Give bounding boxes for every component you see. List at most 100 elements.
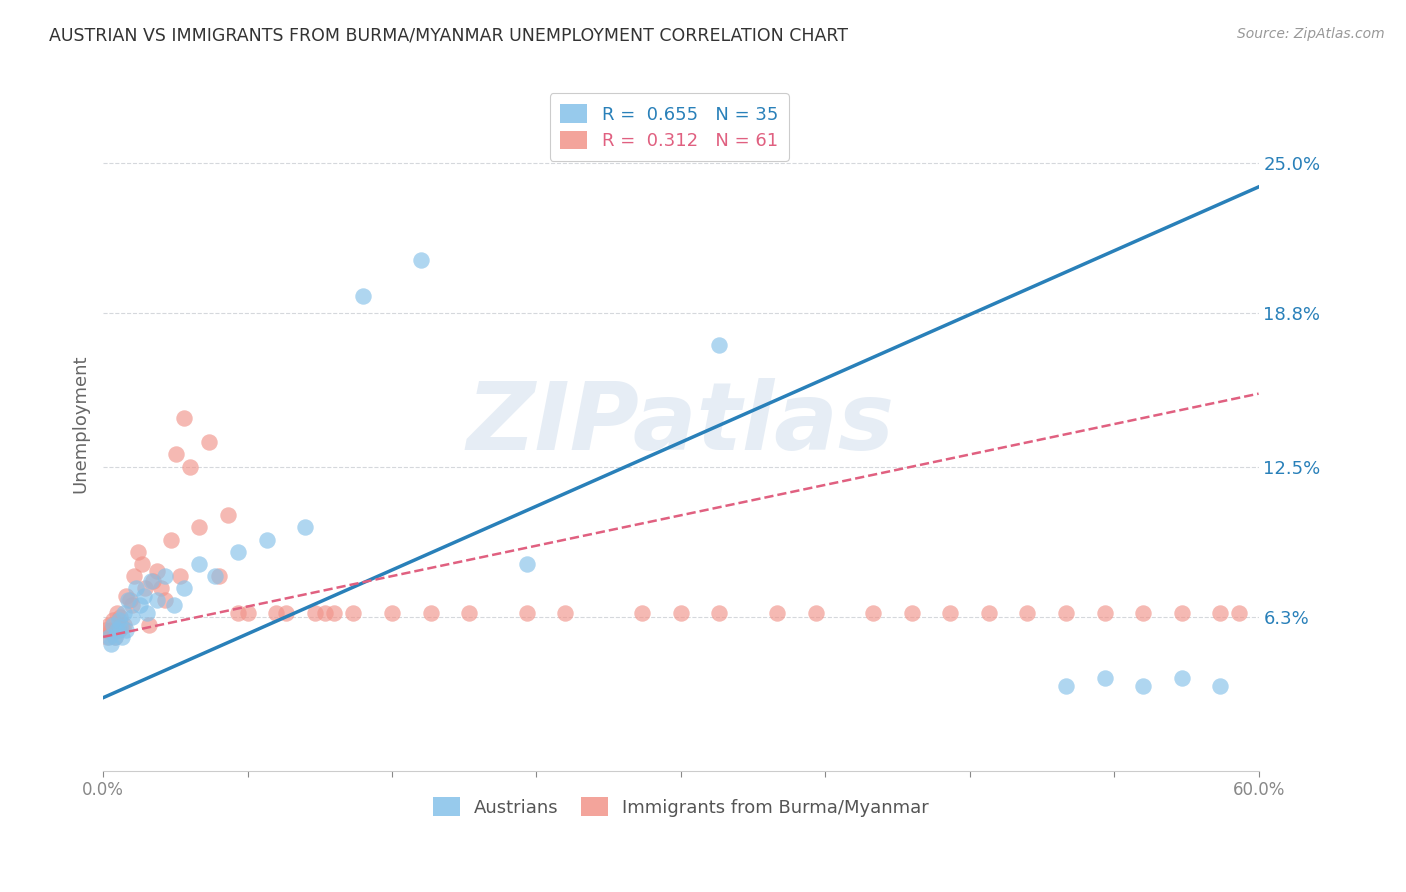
Point bbox=[107, 613, 129, 627]
Legend: Austrians, Immigrants from Burma/Myanmar: Austrians, Immigrants from Burma/Myanmar bbox=[426, 790, 936, 824]
Point bbox=[153, 569, 176, 583]
Point bbox=[117, 593, 139, 607]
Point bbox=[381, 606, 404, 620]
Point bbox=[112, 606, 135, 620]
Point bbox=[419, 606, 441, 620]
Point bbox=[323, 606, 346, 620]
Point bbox=[111, 620, 134, 634]
Point bbox=[766, 606, 789, 620]
Point bbox=[1017, 606, 1039, 620]
Point bbox=[409, 252, 432, 267]
Point bbox=[97, 630, 120, 644]
Point bbox=[226, 606, 249, 620]
Point bbox=[304, 606, 326, 620]
Point bbox=[146, 593, 169, 607]
Point bbox=[314, 606, 336, 620]
Point bbox=[1132, 679, 1154, 693]
Point bbox=[1054, 606, 1077, 620]
Point bbox=[1170, 606, 1192, 620]
Point bbox=[1209, 679, 1232, 693]
Point bbox=[165, 447, 187, 461]
Point bbox=[554, 606, 576, 620]
Point bbox=[198, 435, 221, 450]
Point bbox=[458, 606, 481, 620]
Point bbox=[804, 606, 827, 620]
Point bbox=[163, 599, 186, 613]
Point bbox=[173, 411, 195, 425]
Point bbox=[226, 545, 249, 559]
Point bbox=[179, 459, 201, 474]
Point bbox=[134, 581, 156, 595]
Point bbox=[1170, 671, 1192, 685]
Point bbox=[138, 617, 160, 632]
Point bbox=[128, 599, 150, 613]
Point bbox=[159, 533, 181, 547]
Point bbox=[100, 637, 122, 651]
Point bbox=[146, 564, 169, 578]
Point bbox=[153, 593, 176, 607]
Point bbox=[120, 593, 142, 607]
Point bbox=[112, 617, 135, 632]
Point bbox=[294, 520, 316, 534]
Point bbox=[122, 569, 145, 583]
Point bbox=[1094, 671, 1116, 685]
Point bbox=[939, 606, 962, 620]
Point bbox=[101, 617, 124, 632]
Point bbox=[188, 557, 211, 571]
Point bbox=[141, 574, 163, 588]
Y-axis label: Unemployment: Unemployment bbox=[72, 355, 89, 493]
Point bbox=[110, 610, 132, 624]
Point bbox=[709, 606, 731, 620]
Point bbox=[256, 533, 278, 547]
Point bbox=[274, 606, 297, 620]
Point bbox=[173, 581, 195, 595]
Point bbox=[1094, 606, 1116, 620]
Point bbox=[105, 606, 128, 620]
Point bbox=[236, 606, 259, 620]
Point bbox=[1209, 606, 1232, 620]
Point bbox=[125, 581, 148, 595]
Point bbox=[342, 606, 364, 620]
Point bbox=[101, 613, 124, 627]
Point bbox=[107, 623, 129, 637]
Point bbox=[901, 606, 924, 620]
Point bbox=[352, 289, 374, 303]
Point bbox=[1227, 606, 1250, 620]
Point bbox=[169, 569, 191, 583]
Point bbox=[631, 606, 654, 620]
Point bbox=[132, 589, 155, 603]
Text: AUSTRIAN VS IMMIGRANTS FROM BURMA/MYANMAR UNEMPLOYMENT CORRELATION CHART: AUSTRIAN VS IMMIGRANTS FROM BURMA/MYANMA… bbox=[49, 27, 848, 45]
Point bbox=[977, 606, 1000, 620]
Point bbox=[188, 520, 211, 534]
Point bbox=[115, 623, 138, 637]
Point bbox=[217, 508, 239, 523]
Point bbox=[862, 606, 884, 620]
Point bbox=[266, 606, 288, 620]
Point bbox=[110, 620, 132, 634]
Point bbox=[669, 606, 692, 620]
Text: ZIPatlas: ZIPatlas bbox=[467, 378, 896, 470]
Point bbox=[94, 623, 117, 637]
Point bbox=[97, 617, 120, 632]
Point bbox=[136, 606, 159, 620]
Point bbox=[204, 569, 226, 583]
Point bbox=[149, 581, 172, 595]
Point bbox=[121, 599, 143, 613]
Point bbox=[104, 630, 127, 644]
Point bbox=[127, 545, 149, 559]
Point bbox=[208, 569, 231, 583]
Point bbox=[1054, 679, 1077, 693]
Point bbox=[105, 623, 128, 637]
Point bbox=[96, 630, 118, 644]
Point bbox=[131, 557, 153, 571]
Point bbox=[115, 589, 138, 603]
Point bbox=[121, 610, 143, 624]
Point bbox=[516, 557, 538, 571]
Point bbox=[111, 630, 134, 644]
Point bbox=[100, 623, 122, 637]
Text: Source: ZipAtlas.com: Source: ZipAtlas.com bbox=[1237, 27, 1385, 41]
Point bbox=[1132, 606, 1154, 620]
Point bbox=[142, 574, 165, 588]
Point bbox=[709, 338, 731, 352]
Point bbox=[104, 630, 127, 644]
